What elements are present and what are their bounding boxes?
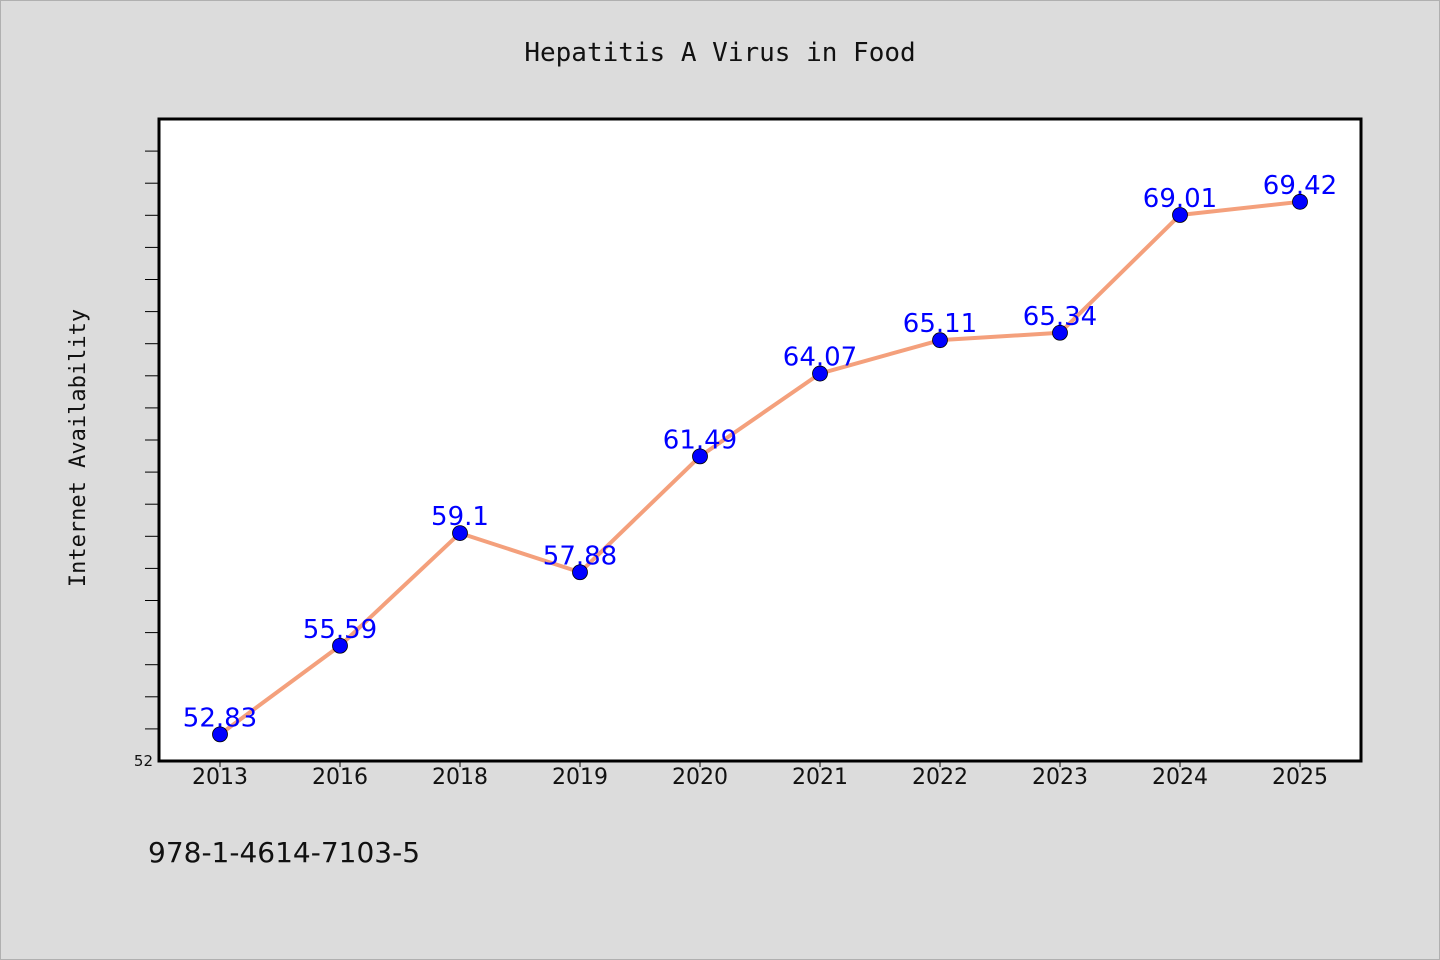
data-label: 57.88 (543, 541, 617, 571)
x-tick-label: 2024 (1152, 765, 1208, 790)
data-point (812, 365, 828, 382)
x-tick-label: 2025 (1272, 765, 1328, 790)
data-point (1172, 207, 1188, 223)
x-axis-ticks: 2013 2016 2018 2019 2020 2021 2022 2023 2024 2025 (192, 761, 1328, 790)
x-tick-label: 2013 (192, 765, 248, 790)
data-point (1052, 324, 1068, 341)
data-label: 61.49 (663, 425, 737, 455)
y-tick-label: 52 (134, 752, 153, 770)
series-lines (218, 199, 1302, 737)
x-tick-label: 2020 (672, 765, 728, 790)
data-point (212, 726, 228, 743)
x-tick-label: 2021 (792, 765, 848, 790)
data-point (1292, 193, 1308, 210)
plot-area (157, 117, 1363, 763)
data-label: 65.11 (903, 309, 977, 339)
data-label: 59.1 (431, 502, 489, 532)
data-label: 69.01 (1143, 184, 1217, 214)
data-point (452, 525, 468, 541)
x-tick-label: 2019 (552, 765, 608, 790)
data-point (932, 332, 948, 349)
data-point (692, 448, 708, 465)
x-tick-label: 2016 (312, 765, 368, 790)
series-line (218, 199, 1302, 737)
isbn-footer: 978-1-4614-7103-5 (148, 836, 420, 869)
data-labels: 52.83 55.59 59.1 57.88 61.49 64.07 65.11 65.34 6… (183, 171, 1337, 734)
data-point (572, 564, 588, 581)
y-axis-label: Internet Availability (66, 309, 91, 587)
data-label: 69.42 (1263, 171, 1337, 201)
data-label: 64.07 (783, 343, 857, 373)
data-label: 52.83 (183, 703, 257, 733)
series-markers (212, 193, 1308, 743)
data-label: 55.59 (303, 615, 377, 645)
x-tick-label: 2022 (912, 765, 968, 790)
data-point (332, 637, 348, 654)
x-tick-label: 2018 (432, 765, 488, 790)
data-label: 65.34 (1023, 302, 1097, 332)
y-axis-ticks: 52 (134, 150, 159, 770)
x-tick-label: 2023 (1032, 765, 1088, 790)
chart-title: Hepatitis A Virus in Food (524, 38, 915, 68)
